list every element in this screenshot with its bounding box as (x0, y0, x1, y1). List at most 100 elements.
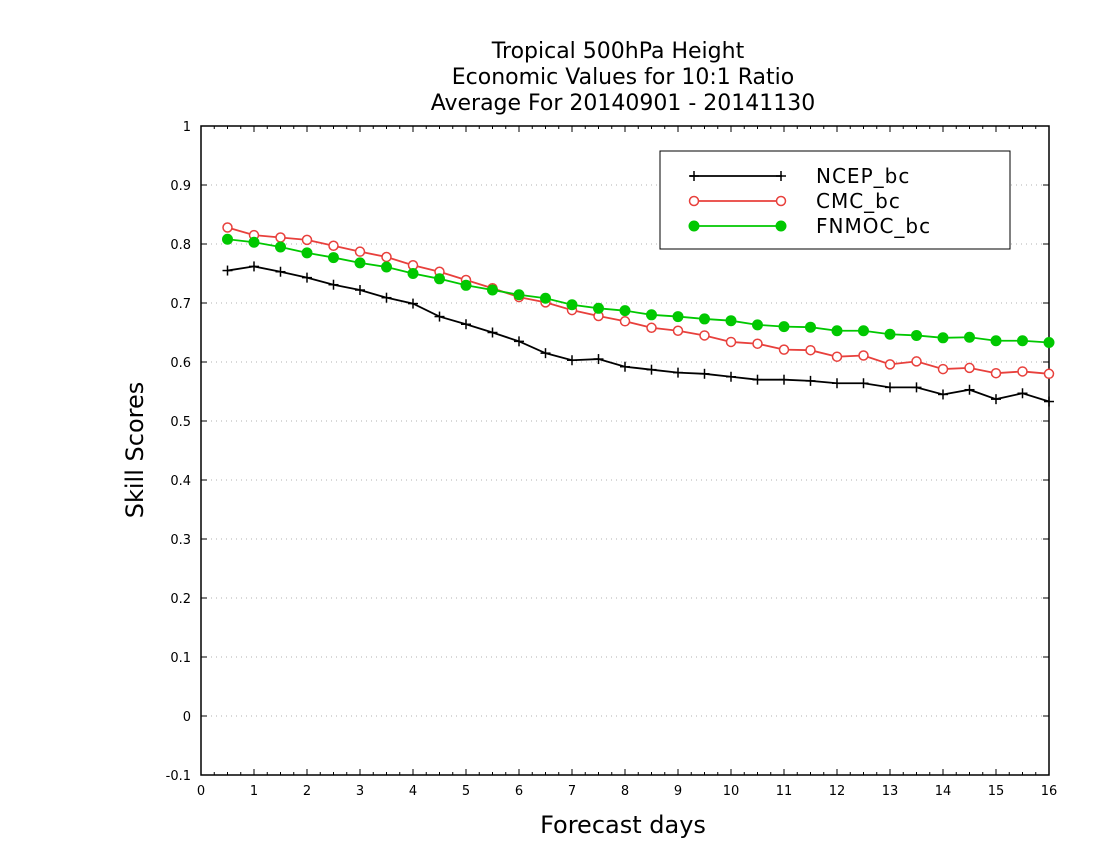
axes: -0.100.10.20.30.40.50.60.70.80.910 1 2 3 4 5 6… (166, 120, 1058, 799)
y-tick-label: 0.5 (170, 415, 191, 430)
data-point (779, 374, 789, 385)
title-line-2: Economic Values for 10:1 Ratio (452, 65, 794, 90)
y-tick-label: 0.7 (170, 297, 191, 312)
data-point (222, 222, 233, 233)
x-tick-label: 15 (988, 784, 1005, 799)
data-point (328, 240, 339, 252)
data-point (275, 232, 286, 243)
data-point (699, 330, 710, 341)
y-tick-label: -0.1 (166, 769, 191, 784)
data-point (752, 319, 763, 331)
x-tick-label: 2 (303, 784, 311, 799)
legend-label: NCEP_bc (816, 164, 910, 188)
legend-item-ncep-bc: NCEP_bc (689, 164, 910, 188)
data-point (1017, 366, 1028, 377)
chart-title: Tropical 500hPa Height Economic Values f… (431, 39, 816, 116)
y-tick-label: 0.6 (170, 356, 191, 371)
data-point (699, 313, 710, 325)
data-point (831, 351, 843, 362)
data-point (689, 171, 699, 181)
data-point (776, 171, 786, 181)
data-point (460, 279, 472, 291)
data-point (1043, 368, 1055, 380)
data-point (725, 315, 737, 327)
data-point (778, 321, 790, 333)
data-point (301, 234, 313, 246)
data-point (831, 325, 843, 337)
data-point (301, 247, 313, 259)
data-point (514, 336, 524, 347)
x-axis-label: Forecast days (540, 811, 706, 839)
data-point (1044, 396, 1054, 407)
data-point (540, 348, 551, 359)
grid-lines (201, 184, 1049, 717)
data-point (275, 241, 286, 253)
title-line-3: Average For 20140901 - 20141130 (431, 91, 816, 116)
series-layer (222, 222, 1055, 407)
data-point (381, 261, 392, 273)
data-point (1017, 388, 1028, 399)
data-point (938, 389, 948, 400)
x-tick-label: 11 (776, 784, 793, 799)
x-tick-label: 14 (935, 784, 952, 799)
data-point (434, 273, 445, 285)
data-point (775, 220, 787, 232)
data-point (911, 356, 922, 367)
data-point (672, 325, 684, 336)
data-point (328, 279, 339, 290)
data-point (620, 361, 630, 372)
x-tick-label: 13 (882, 784, 899, 799)
data-point (673, 367, 683, 378)
data-point (328, 252, 339, 264)
y-tick-label: 0.3 (170, 533, 191, 548)
x-tick-label: 10 (723, 784, 740, 799)
y-tick-label: 1 (183, 120, 191, 135)
data-point (381, 251, 392, 263)
x-tick-label: 12 (829, 784, 846, 799)
series-line (227, 265, 1050, 403)
data-point (355, 285, 365, 296)
data-point (964, 362, 975, 374)
data-point (567, 355, 577, 366)
y-tick-label: 0 (183, 710, 191, 725)
legend-box (659, 150, 1011, 250)
y-tick-label: 0.8 (170, 238, 191, 253)
data-point (461, 319, 471, 330)
data-point (884, 359, 896, 370)
legend-label: FNMOC_bc (816, 214, 931, 238)
data-point (672, 311, 684, 323)
data-point (302, 272, 312, 283)
data-point (884, 328, 896, 340)
y-axis-label: Skill Scores (121, 382, 149, 519)
y-tick-label: 0.9 (170, 179, 191, 194)
x-tick-label: 5 (462, 784, 470, 799)
data-point (775, 195, 787, 207)
data-point (805, 321, 816, 333)
data-point (885, 382, 895, 393)
data-point (646, 322, 657, 334)
data-point (858, 378, 869, 389)
y-tick-label: 0.4 (170, 474, 191, 489)
data-point (434, 311, 445, 322)
title-line-1: Tropical 500hPa Height (491, 39, 745, 64)
data-point (354, 257, 366, 269)
data-point (407, 268, 419, 279)
data-point (858, 350, 869, 361)
data-point (1017, 335, 1028, 347)
data-point (805, 344, 816, 356)
series-ncep-bc (222, 261, 1054, 407)
x-tick-label: 3 (356, 784, 364, 799)
data-point (699, 368, 710, 379)
data-point (752, 338, 763, 349)
series-line (227, 238, 1050, 344)
data-point (540, 292, 551, 304)
data-point (381, 292, 392, 303)
data-point (222, 265, 233, 276)
legend-item-fnmoc-bc: FNMOC_bc (688, 214, 931, 238)
data-point (408, 298, 418, 309)
data-point (964, 331, 975, 343)
data-point (964, 384, 975, 395)
data-point (725, 336, 737, 348)
data-point (619, 305, 631, 317)
data-point (911, 382, 922, 393)
